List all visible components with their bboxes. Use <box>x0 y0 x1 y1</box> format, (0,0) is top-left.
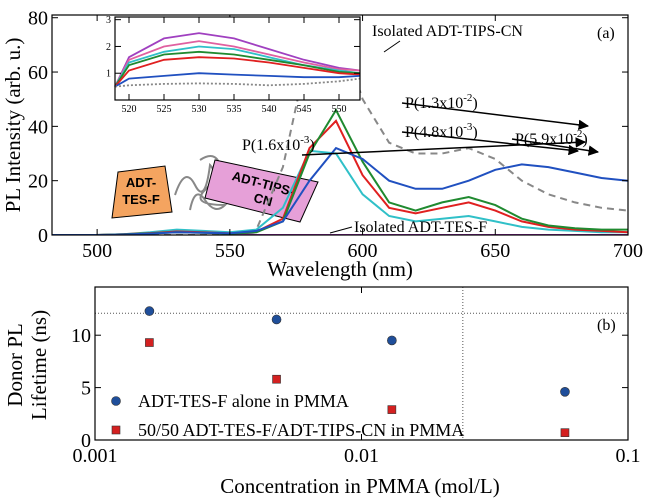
inset-series <box>114 77 361 88</box>
x-tick-label: 525 <box>157 104 172 115</box>
point <box>272 374 281 384</box>
label-text: P(4.8x10 <box>405 124 463 141</box>
y-axis-label: PL Intensity (arb. u.) <box>1 38 25 213</box>
x-tick-label: 545 <box>297 104 312 115</box>
curve-label: Isolated ADT-TES-F <box>354 219 487 236</box>
inset-series <box>114 40 361 88</box>
point <box>144 306 155 316</box>
x-tick-label: 650 <box>480 240 510 262</box>
molecule-box <box>111 165 173 219</box>
label-exponent: -3 <box>463 121 473 133</box>
label-text: P(5.9x10 <box>515 131 573 148</box>
leader <box>383 40 401 53</box>
y-tick-label: 0 <box>38 225 48 247</box>
x-tick-label: 550 <box>332 104 347 115</box>
inset-series <box>114 50 361 88</box>
panel-label: (b) <box>597 317 616 334</box>
x-tick-label: 520 <box>122 104 137 115</box>
x-tick-label: 550 <box>215 240 245 262</box>
curve-label: P(4.8x10-3) <box>405 121 478 141</box>
point <box>387 335 397 346</box>
plot-frame <box>114 16 361 101</box>
label-exponent: -2 <box>463 92 472 104</box>
x-axis-label: Wavelength (nm) <box>267 257 413 281</box>
point <box>145 338 154 347</box>
y-tick-label: 80 <box>28 8 48 30</box>
panel-label: (a) <box>597 25 615 42</box>
label-text: P(1.3x10 <box>405 95 463 112</box>
legend-label: 50/50 ADT-TES-F/ADT-TIPS-CN in PMMA <box>138 420 464 440</box>
y-tick-label: 3 <box>106 15 111 26</box>
label-exponent: -3 <box>300 134 310 146</box>
y-tick-label: 40 <box>28 116 48 138</box>
molecule-label: ADT- <box>126 175 156 190</box>
line-series <box>52 146 628 235</box>
y-tick-label: 10 <box>71 325 91 347</box>
arrow <box>511 138 600 156</box>
curve-label: P(1.6x10-3) <box>242 134 315 154</box>
arrow <box>401 102 590 131</box>
y-tick-label: 1 <box>106 69 111 80</box>
x-tick-label: 0.1 <box>616 445 641 467</box>
inset-series <box>114 32 361 87</box>
label-text: P(1.6x10 <box>242 137 300 154</box>
legend-marker <box>111 396 121 406</box>
label-text: ) <box>582 131 587 148</box>
y-tick-label: 5 <box>81 378 91 400</box>
legend-marker <box>111 425 121 435</box>
point <box>387 405 397 414</box>
molecule-label: CN <box>252 190 274 209</box>
point <box>271 314 282 325</box>
y-tick-label: 20 <box>28 171 48 193</box>
curve-label: P(1.3x10-2) <box>405 92 478 112</box>
curve-label: P(5.9x10-2) <box>515 128 588 148</box>
x-tick-label: 0.01 <box>344 445 379 467</box>
y-tick-label: 60 <box>28 62 48 84</box>
line-series <box>52 15 628 235</box>
plot-frame <box>51 14 629 236</box>
y-axis-label: Donor PL <box>3 323 27 406</box>
label-text: ) <box>472 95 477 112</box>
label-text: ) <box>309 137 314 154</box>
y-axis-label: Lifetime (ns) <box>27 310 51 420</box>
x-tick-label: 535 <box>227 104 242 115</box>
point <box>560 386 570 397</box>
y-tick-label: 2 <box>106 42 111 53</box>
inset-series <box>114 45 361 88</box>
curve-label: Isolated ADT-TIPS-CN <box>372 23 523 40</box>
label-exponent: -2 <box>573 128 582 140</box>
plot-frame <box>94 286 629 441</box>
label-text: ) <box>472 124 477 141</box>
point <box>560 428 570 437</box>
x-axis-label: Concentration in PMMA (mol/L) <box>220 474 499 498</box>
x-tick-label: 530 <box>192 104 207 115</box>
inset-series <box>114 72 361 88</box>
x-tick-label: 500 <box>82 240 112 262</box>
x-tick-label: 700 <box>613 240 643 262</box>
legend-label: ADT-TES-F alone in PMMA <box>138 391 349 411</box>
x-tick-label: 600 <box>348 240 378 262</box>
arrow <box>401 131 580 156</box>
leader <box>329 226 353 234</box>
y-tick-label: 0 <box>81 430 91 452</box>
molecule-label: TES-F <box>122 192 160 207</box>
x-tick-label: 0.001 <box>73 445 118 467</box>
x-tick-label: 540 <box>262 104 277 115</box>
arrow <box>301 137 587 156</box>
inset-series <box>114 56 361 88</box>
